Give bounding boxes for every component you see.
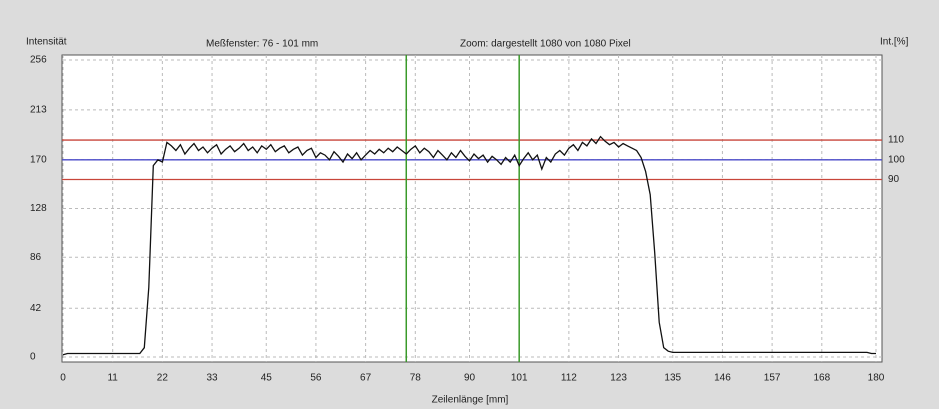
y-tick-label: 213: [30, 105, 47, 116]
x-tick-label: 22: [157, 373, 169, 384]
x-tick-label: 135: [664, 373, 681, 384]
x-tick-label: 33: [206, 373, 218, 384]
y-tick-label: 86: [30, 252, 42, 263]
x-tick-label: 168: [813, 373, 830, 384]
y-axis-label: Intensität: [26, 37, 67, 48]
x-axis-label: Zeilenlänge [mm]: [432, 395, 509, 406]
x-tick-label: 11: [107, 373, 118, 384]
window-label: Meßfenster: 76 - 101 mm: [206, 39, 318, 50]
y-tick-label: 0: [30, 352, 36, 363]
x-tick-label: 101: [511, 373, 528, 384]
y2-tick-label: 100: [888, 154, 905, 165]
y2-axis-label: Int.[%]: [880, 37, 909, 48]
x-tick-label: 123: [610, 373, 627, 384]
x-tick-label: 180: [868, 373, 885, 384]
x-tick-label: 67: [360, 373, 372, 384]
y-tick-label: 128: [30, 203, 47, 214]
x-tick-label: 56: [310, 373, 322, 384]
x-tick-label: 0: [60, 373, 66, 384]
profile-line: [62, 135, 876, 356]
x-tick-label: 90: [464, 373, 476, 384]
y2-tick-label: 110: [888, 135, 904, 146]
y2-tick-label: 90: [888, 174, 900, 185]
x-tick-label: 112: [561, 373, 577, 384]
y-tick-label: 42: [30, 303, 42, 314]
x-tick-label: 146: [714, 373, 731, 384]
y-tick-label: 170: [30, 154, 47, 165]
x-tick-label: 157: [764, 373, 781, 384]
x-tick-label: 45: [261, 373, 273, 384]
zoom-label: Zoom: dargestellt 1080 von 1080 Pixel: [460, 39, 631, 50]
y-tick-label: 256: [30, 55, 47, 66]
x-tick-label: 78: [410, 373, 422, 384]
